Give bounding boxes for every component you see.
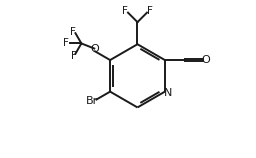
Text: Br: Br <box>86 96 99 106</box>
Text: F: F <box>71 51 77 61</box>
Text: F: F <box>70 27 76 37</box>
Text: N: N <box>164 88 172 98</box>
Text: F: F <box>63 38 69 49</box>
Text: O: O <box>202 55 210 65</box>
Text: F: F <box>122 6 128 16</box>
Text: F: F <box>147 6 153 16</box>
Text: O: O <box>90 44 99 55</box>
